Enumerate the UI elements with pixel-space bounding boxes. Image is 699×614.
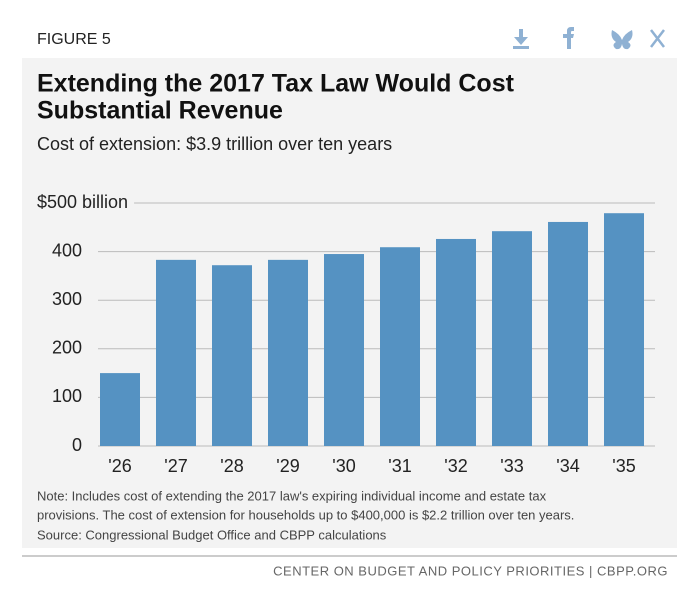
x-tick-label: '29 [276,456,299,476]
x-tick-label: '27 [164,456,187,476]
bar [100,373,140,446]
bar [324,254,364,446]
source: Source: Congressional Budget Office and … [37,527,387,542]
x-tick-label: '32 [444,456,467,476]
figure-label: FIGURE 5 [37,31,111,48]
x-tick-label: '26 [108,456,131,476]
y-tick-label: 200 [52,338,82,358]
chart-title: Substantial Revenue [37,97,283,125]
y-tick-label: 0 [72,435,82,455]
bar [212,265,252,446]
x-icon[interactable] [650,29,665,48]
x-tick-label: '31 [388,456,411,476]
y-tick-label: 400 [52,240,82,260]
facebook-icon[interactable] [563,27,574,49]
y-tick-label: 100 [52,386,82,406]
footer-credit: CENTER ON BUDGET AND POLICY PRIORITIES |… [273,563,668,578]
note: Note: Includes cost of extending the 201… [37,488,547,503]
x-tick-label: '30 [332,456,355,476]
x-tick-label: '28 [220,456,243,476]
x-tick-label: '35 [612,456,635,476]
bar [380,247,420,446]
bar [604,213,644,446]
bluesky-icon[interactable] [611,30,633,50]
bar [492,231,532,446]
bar [548,221,588,446]
y-tick-label: 300 [52,289,82,309]
bar [156,259,196,446]
bar [268,259,308,446]
x-tick-label: '33 [500,456,523,476]
bar [436,238,476,446]
y-tick-label: $500 billion [37,192,128,212]
chart-title: Extending the 2017 Tax Law Would Cost [37,70,515,98]
download-icon[interactable] [513,29,529,49]
chart-subtitle: Cost of extension: $3.9 trillion over te… [37,134,392,154]
x-tick-label: '34 [556,456,579,476]
note: provisions. The cost of extension for ho… [37,507,574,522]
